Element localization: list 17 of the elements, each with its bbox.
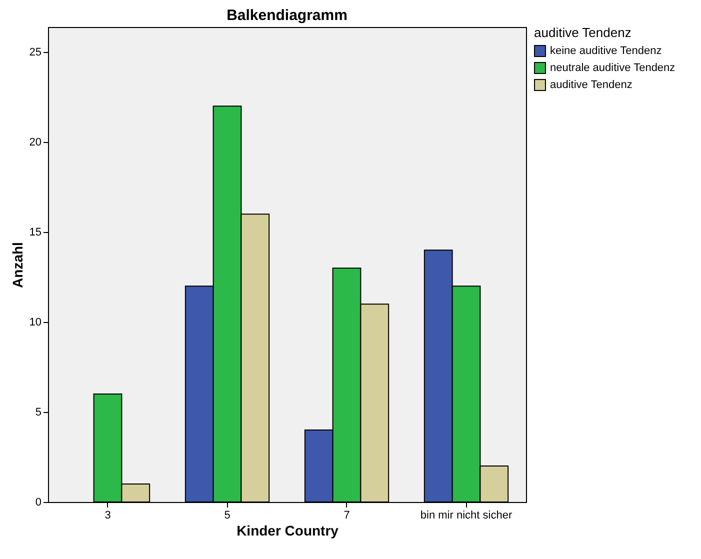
x-tick-label: 7 <box>344 510 350 522</box>
y-axis-title: Anzahl <box>9 242 26 288</box>
y-tick-label: 10 <box>29 316 42 329</box>
legend-label: keine auditive Tendenz <box>550 45 662 57</box>
y-tick-label: 25 <box>29 46 42 59</box>
legend-label: neutrale auditive Tendenz <box>550 62 676 74</box>
y-tick-label: 15 <box>29 226 42 239</box>
x-tick-label: bin mir nicht sicher <box>420 510 512 522</box>
legend-title: auditive Tendenz <box>534 25 632 40</box>
x-tick-label: 5 <box>224 510 230 522</box>
y-tick-label: 5 <box>35 406 42 419</box>
x-tick-label: 3 <box>104 510 111 522</box>
x-axis-title: Kinder Country <box>236 522 339 538</box>
chart-title: Balkendiagramm <box>226 7 348 24</box>
y-tick-label: 20 <box>29 136 42 149</box>
legend-label: auditive Tendenz <box>550 79 632 91</box>
y-tick-label: 0 <box>35 496 42 508</box>
